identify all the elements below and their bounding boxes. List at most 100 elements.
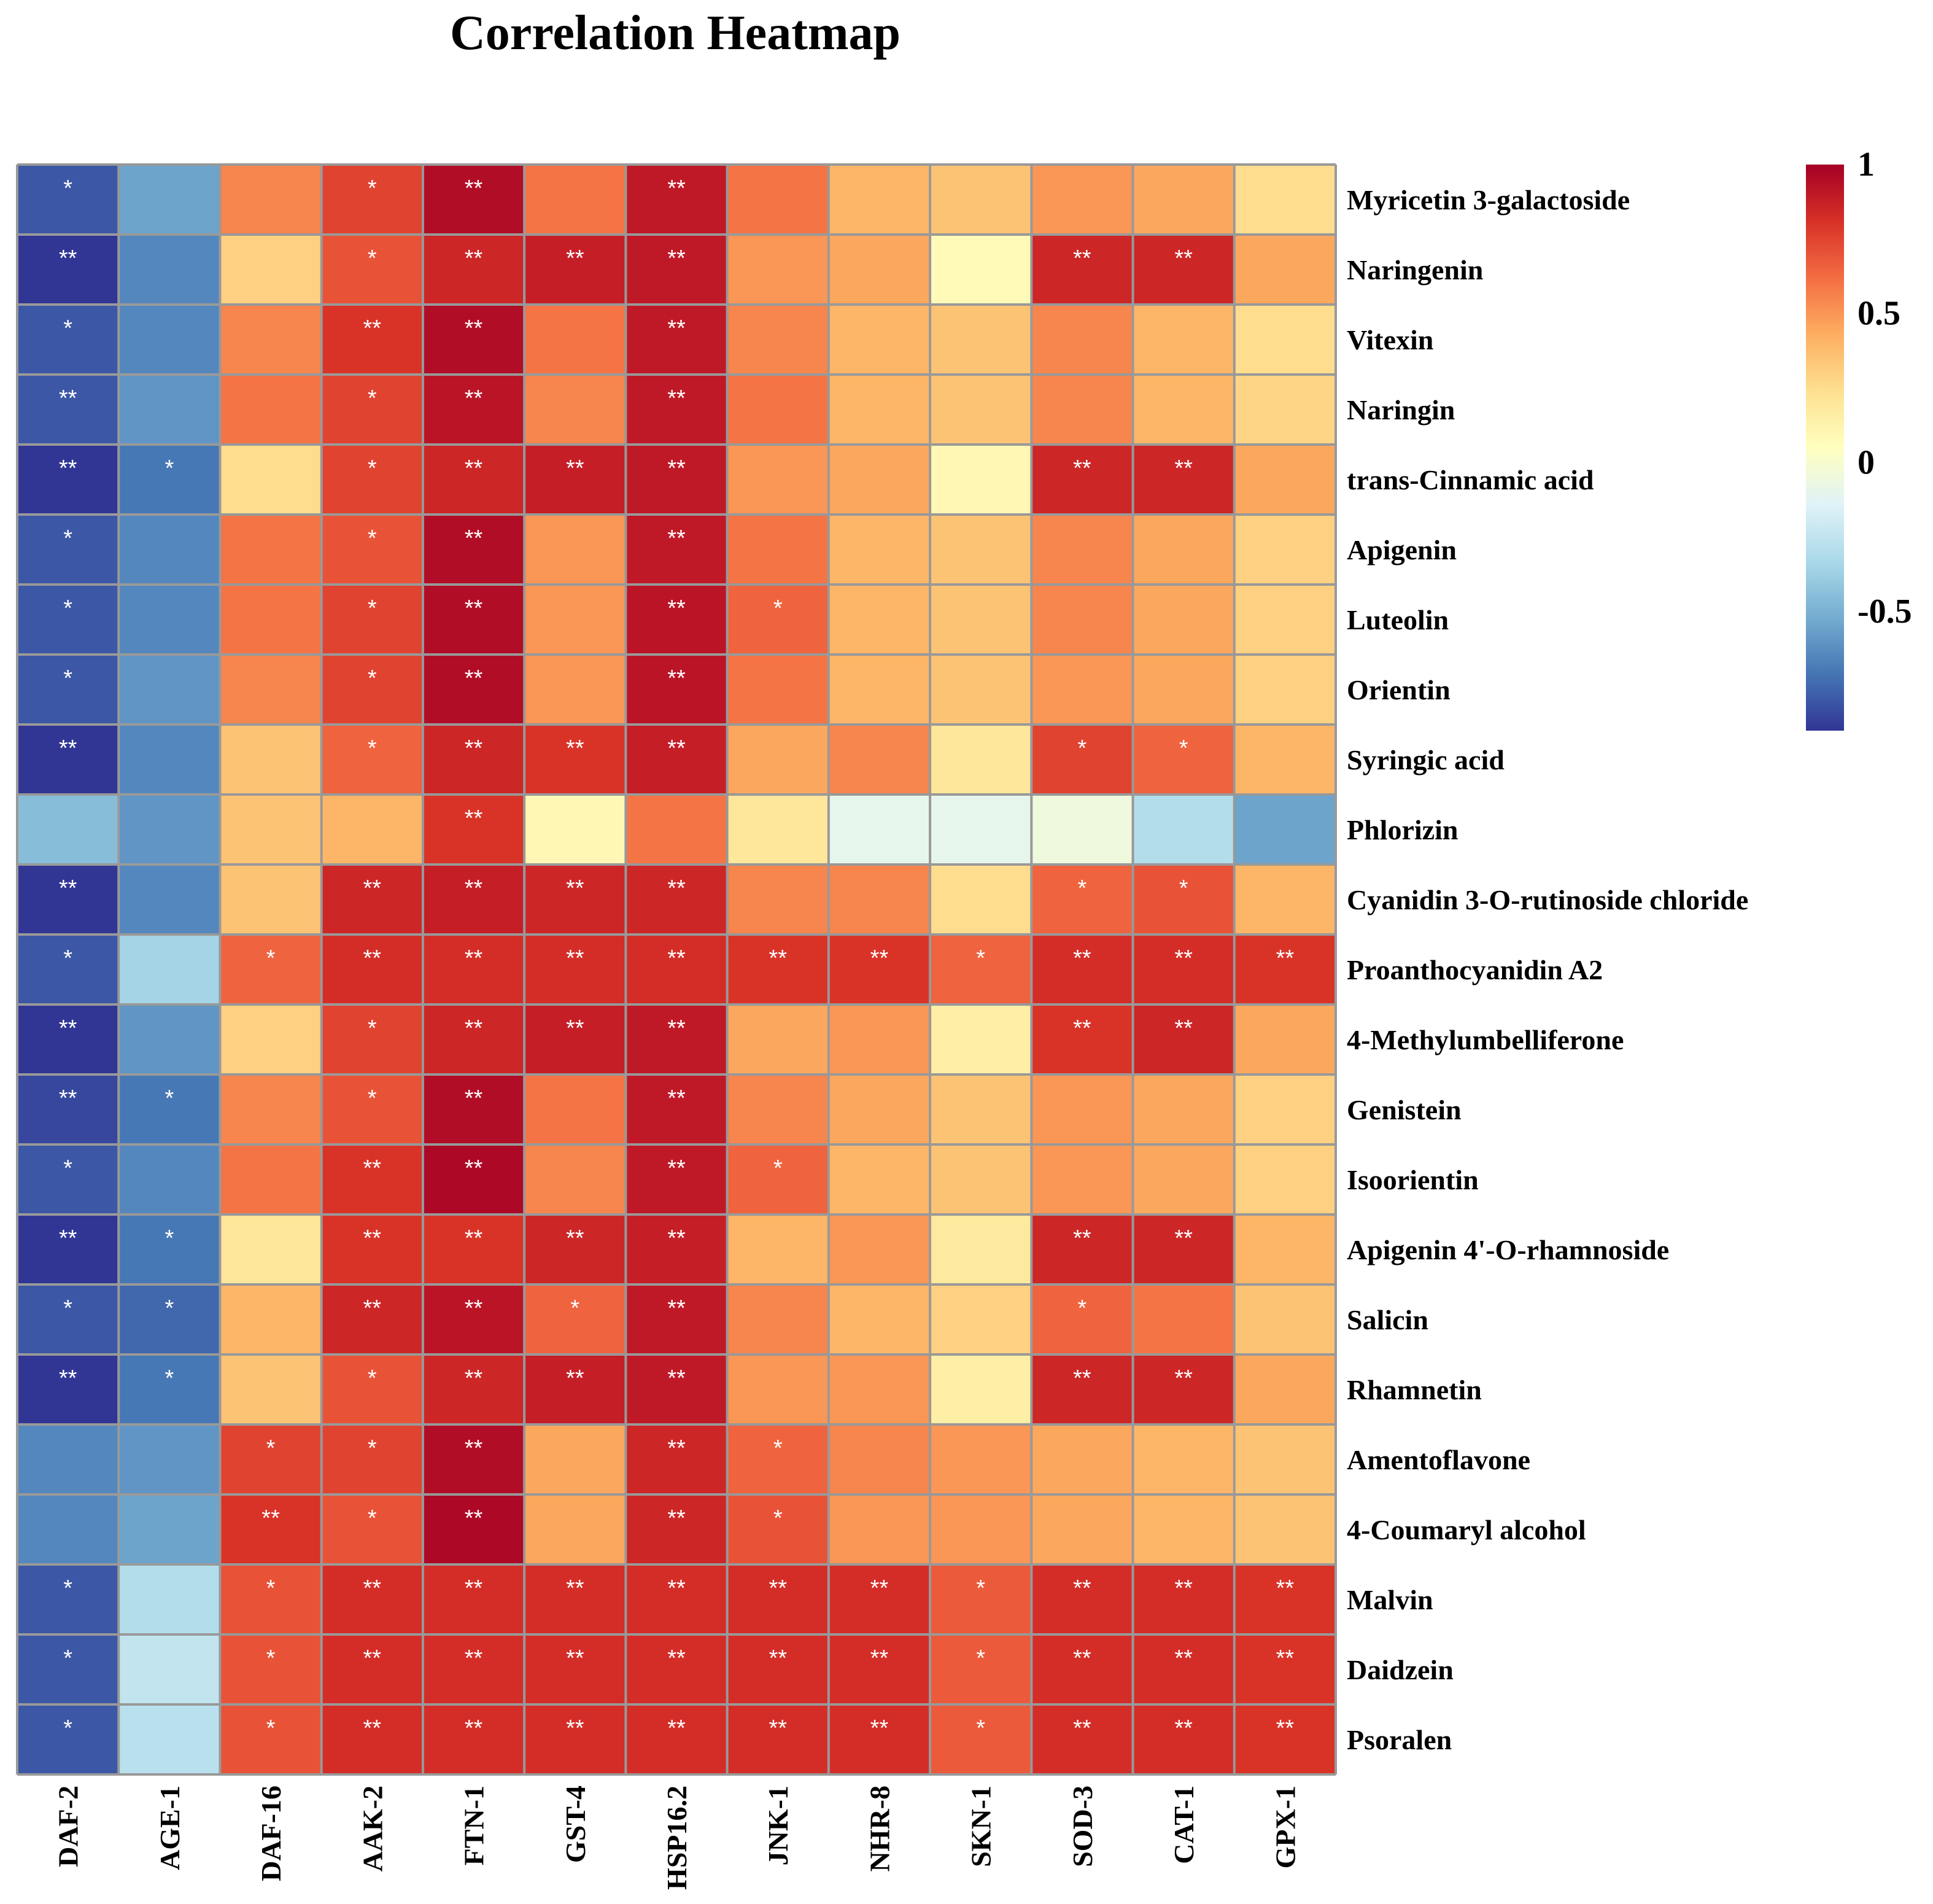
- heatmap-cell: [828, 1144, 931, 1214]
- significance-mark: **: [465, 736, 483, 761]
- heatmap-cell: [1133, 1074, 1234, 1144]
- significance-mark: *: [1078, 876, 1087, 901]
- heatmap-cell: [930, 235, 1032, 305]
- significance-mark: *: [266, 1646, 276, 1671]
- heatmap-cell: [1133, 305, 1234, 375]
- heatmap-cell: [727, 1074, 829, 1144]
- heatmap-cell: [828, 1004, 931, 1074]
- heatmap-cell: [1031, 1424, 1133, 1494]
- heatmap-cell: [930, 795, 1032, 865]
- significance-mark: **: [59, 736, 77, 761]
- heatmap-cell: [118, 1214, 220, 1284]
- heatmap-cell: [626, 725, 727, 795]
- heatmap-cell: [422, 235, 525, 305]
- heatmap-cell: [1234, 305, 1336, 375]
- row-label: Naringenin: [1347, 254, 1483, 286]
- heatmap-cell: [17, 865, 119, 935]
- heatmap-cell: [727, 1284, 829, 1354]
- heatmap-cell: [422, 1704, 525, 1774]
- heatmap-cell: [1133, 1284, 1234, 1354]
- heatmap-cell: [1031, 1144, 1133, 1214]
- heatmap-cell: [220, 865, 322, 935]
- heatmap-cell: [220, 305, 322, 375]
- heatmap-cell: [727, 1494, 829, 1564]
- significance-mark: **: [667, 526, 686, 551]
- row-labels: Myricetin 3-galactoside Naringenin Vitexin…: [1347, 184, 1748, 1755]
- heatmap-cell: [1234, 1354, 1336, 1424]
- significance-mark: **: [667, 1086, 686, 1111]
- significance-mark: **: [465, 386, 483, 411]
- heatmap-cell: [524, 1284, 626, 1354]
- heatmap-cell: [524, 1354, 626, 1424]
- row-label: Apigenin 4'-O-rhamnoside: [1347, 1234, 1669, 1265]
- heatmap-cell: [524, 935, 626, 1004]
- row-label: Proanthocyanidin A2: [1347, 954, 1603, 985]
- heatmap-cell: [727, 1424, 829, 1494]
- heatmap-cell: [17, 235, 119, 305]
- significance-mark: **: [667, 666, 686, 691]
- significance-mark: **: [1073, 456, 1091, 481]
- heatmap-cell: [626, 165, 727, 235]
- heatmap-cell: [727, 725, 829, 795]
- significance-mark: *: [63, 1646, 72, 1671]
- heatmap-cell: [118, 1424, 220, 1494]
- heatmap-cell: [1234, 1564, 1336, 1634]
- heatmap-cell: [118, 725, 220, 795]
- heatmap-cell: [422, 655, 525, 725]
- significance-mark: **: [1174, 1716, 1193, 1741]
- significance-mark: **: [1174, 1576, 1193, 1601]
- row-label: Salicin: [1347, 1304, 1428, 1335]
- row-label: Psoralen: [1347, 1724, 1452, 1755]
- significance-mark: **: [566, 1016, 584, 1041]
- heatmap-cell: [1031, 725, 1133, 795]
- heatmap-cell: [1133, 795, 1234, 865]
- heatmap-cell: [626, 1144, 727, 1214]
- heatmap-cell: [1031, 585, 1133, 655]
- heatmap-cell: [524, 1074, 626, 1144]
- heatmap-cell: [118, 375, 220, 445]
- heatmap-cell: [930, 375, 1032, 445]
- heatmap-cell: [524, 1424, 626, 1494]
- column-label: NHR-8: [864, 1785, 895, 1872]
- significance-mark: **: [1073, 1646, 1091, 1671]
- significance-mark: **: [465, 1086, 483, 1111]
- heatmap-cell: [524, 235, 626, 305]
- heatmap-cell: [828, 235, 931, 305]
- significance-mark: **: [363, 1646, 382, 1671]
- heatmap-cell: [321, 1354, 423, 1424]
- heatmap-cell: [118, 1004, 220, 1074]
- heatmap-cell: [727, 445, 829, 515]
- significance-mark: **: [465, 316, 483, 341]
- significance-mark: **: [465, 596, 483, 621]
- heatmap-cell: [930, 1704, 1032, 1774]
- significance-mark: **: [363, 946, 382, 971]
- column-label: DAF-16: [255, 1785, 287, 1881]
- significance-mark: **: [870, 1716, 889, 1741]
- row-label: Genistein: [1347, 1094, 1462, 1125]
- significance-mark: **: [566, 876, 584, 901]
- heatmap-cell: [1133, 1144, 1234, 1214]
- heatmap-cell: [118, 445, 220, 515]
- significance-mark: **: [363, 316, 382, 341]
- significance-mark: **: [465, 1156, 483, 1181]
- significance-mark: **: [566, 1366, 584, 1391]
- heatmap-cell: [828, 1494, 931, 1564]
- heatmap-cell: [17, 445, 119, 515]
- heatmap-cell: [626, 1424, 727, 1494]
- heatmap-cell: [220, 1634, 322, 1704]
- heatmap-cell: [727, 165, 829, 235]
- row-label: Luteolin: [1347, 604, 1449, 635]
- heatmap-cell: [1031, 1354, 1133, 1424]
- heatmap-cell: [828, 1074, 931, 1144]
- heatmap-cell: [828, 1634, 931, 1704]
- heatmap-cell: [828, 935, 931, 1004]
- significance-mark: *: [266, 946, 276, 971]
- heatmap-cell: [930, 725, 1032, 795]
- significance-mark: **: [261, 1506, 280, 1531]
- heatmap-cell: [321, 1494, 423, 1564]
- row-label: Myricetin 3-galactoside: [1347, 184, 1630, 216]
- heatmap-cell: [118, 235, 220, 305]
- significance-mark: **: [1276, 946, 1295, 971]
- heatmap-cell: [828, 795, 931, 865]
- significance-mark: *: [1078, 736, 1087, 761]
